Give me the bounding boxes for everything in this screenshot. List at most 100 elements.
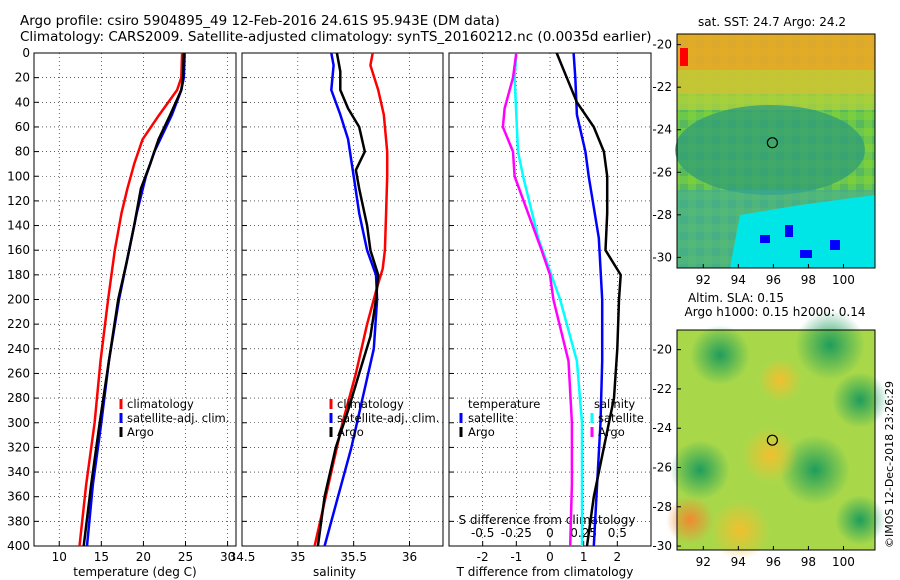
y-tick-label: 300 [7, 416, 30, 430]
y-tick-label: 120 [7, 194, 30, 208]
map-y-tick-label: -26 [652, 461, 672, 475]
y-tick-label: 40 [15, 95, 30, 109]
y-tick-label: 260 [7, 366, 30, 380]
y-tick-label: 180 [7, 268, 30, 282]
y-tick-label: 80 [15, 145, 30, 159]
x-tick-label: 35.5 [340, 550, 367, 564]
map-y-tick-label: -30 [652, 250, 672, 264]
map-x-tick-label: 94 [731, 555, 746, 569]
legend-label: Argo [337, 425, 364, 439]
x2-tick-label: 0 [546, 526, 554, 540]
x-tick-label: 36 [402, 550, 417, 564]
plot-frame [33, 52, 237, 547]
y-tick-label: 400 [7, 539, 30, 553]
legend-label: Argo [468, 425, 495, 439]
series-line [82, 52, 186, 547]
y-tick-label: 340 [7, 465, 30, 479]
y-tick-label: 220 [7, 317, 30, 331]
map-y-tick-label: -30 [652, 539, 672, 553]
y-tick-label: 200 [7, 293, 30, 307]
map-x-tick-label: 96 [766, 555, 781, 569]
float-position-marker [766, 434, 778, 446]
map-x-tick-label: 96 [766, 273, 781, 287]
series-line [501, 52, 574, 547]
x-axis-label: salinity [313, 565, 356, 579]
legend-label: satellite-adj. clim. [337, 411, 439, 425]
y-tick-label: 360 [7, 490, 30, 504]
series-line [316, 52, 380, 547]
float-position-marker [766, 137, 778, 149]
legend-label: Argo [598, 425, 625, 439]
sla-map [666, 310, 888, 560]
legend-label: temperature [468, 397, 540, 411]
y-tick-label: 60 [15, 120, 30, 134]
map2-title-2: Argo h1000: 0.15 h2000: 0.14 [685, 305, 866, 319]
series-line [555, 52, 622, 547]
map-y-tick-label: -20 [652, 343, 672, 357]
y-tick-label: 20 [15, 71, 30, 85]
y-tick-label: 140 [7, 219, 30, 233]
x-tick-label: 10 [52, 550, 67, 564]
legend-label: salinity [594, 397, 635, 411]
header-line-2: Climatology: CARS2009. Satellite-adjuste… [20, 29, 652, 45]
x2-tick-label: -0.25 [501, 526, 532, 540]
header-line-1: Argo profile: csiro 5904895_49 12-Feb-20… [20, 13, 500, 29]
map-y-tick-label: -24 [652, 421, 672, 435]
y-tick-label: 160 [7, 243, 30, 257]
map-x-tick-label: 94 [731, 273, 746, 287]
x-tick-label: 0 [546, 550, 554, 564]
x-tick-label: 30 [220, 550, 235, 564]
legend-label: satellite [468, 411, 514, 425]
profile-panel-2: 34.5 35 35.5 36 salinity climatologysatellite… [229, 52, 444, 579]
x-tick-label: 2 [614, 550, 622, 564]
map-x-tick-label: 100 [832, 273, 855, 287]
x-tick-label: -2 [477, 550, 489, 564]
map-x-tick-label: 98 [801, 273, 816, 287]
map2-title-1: Altim. SLA: 0.15 [688, 291, 784, 305]
x2-tick-label: -0.5 [471, 526, 494, 540]
x-tick-label: 20 [136, 550, 151, 564]
legend-label: satellite-adj. clim. [127, 411, 229, 425]
map-y-tick-label: -22 [652, 382, 672, 396]
plot-frame [241, 52, 444, 547]
imos-stamp: ©IMOS 12-Dec-2018 23:26:29 [883, 381, 896, 548]
map-y-tick-label: -20 [652, 38, 672, 52]
map-axes-1: 92 94 96 98 100 -20 -22 -24 -26 -28 -30 [652, 38, 855, 287]
y-tick-label: 280 [7, 391, 30, 405]
map-x-tick-label: 98 [801, 555, 816, 569]
map-x-tick-label: 100 [832, 555, 855, 569]
map-y-tick-label: -28 [652, 500, 672, 514]
x-tick-label: 1 [580, 550, 588, 564]
y-tick-label: 0 [22, 46, 30, 60]
plot-frame [448, 52, 652, 547]
x-tick-label: 34.5 [229, 550, 256, 564]
sst-map [675, 33, 876, 269]
legend-label: Argo [127, 425, 154, 439]
x-tick-label: 15 [94, 550, 109, 564]
x-axis-label: temperature (deg C) [73, 565, 196, 579]
profile-panel-1: 10 15 20 25 30020406080100120140160180200220… [7, 46, 237, 579]
series-line [78, 52, 184, 547]
y-tick-label: 240 [7, 342, 30, 356]
map-y-tick-label: -22 [652, 80, 672, 94]
map-axes-2: 92 94 96 98 100 -20 -22 -24 -26 -28 -30 [652, 343, 855, 569]
map-x-tick-label: 92 [696, 273, 711, 287]
legend-label: climatology [337, 397, 404, 411]
profile-panel-3: -2 -1 0 1 2-0.5 -0.25 0 0.25 0.5S difference fro… [448, 52, 652, 579]
legend-label: climatology [127, 397, 194, 411]
map-y-tick-label: -28 [652, 208, 672, 222]
x-tick-label: 25 [178, 550, 193, 564]
map-y-tick-label: -24 [652, 123, 672, 137]
map-y-tick-label: -26 [652, 165, 672, 179]
x-tick-label: -1 [510, 550, 522, 564]
map1-title: sat. SST: 24.7 Argo: 24.2 [698, 15, 846, 29]
x-tick-label: 35 [290, 550, 305, 564]
legend-label: satellite [598, 411, 644, 425]
y-tick-label: 100 [7, 169, 30, 183]
x-axis-label: T difference from climatology [456, 565, 634, 579]
series-line [323, 52, 379, 547]
x2-axis-label: S difference from climatology [459, 513, 636, 527]
map-x-tick-label: 92 [696, 555, 711, 569]
y-tick-label: 380 [7, 514, 30, 528]
